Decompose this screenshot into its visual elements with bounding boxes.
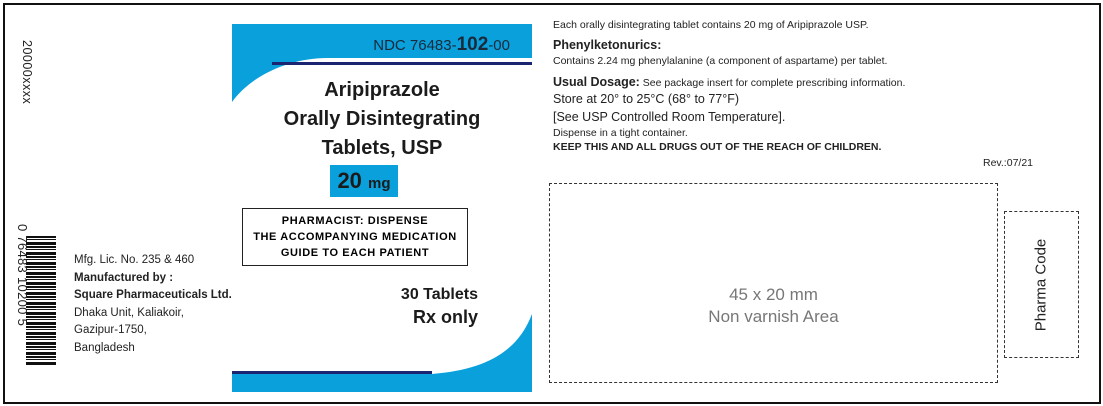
address-line: Gazipur-1750,: [74, 324, 147, 336]
address-line: Bangladesh: [74, 341, 135, 354]
pku-heading: Phenylketonurics:: [553, 38, 662, 52]
product-info: Each orally disintegrating tablet contai…: [553, 18, 1053, 154]
manufacturer-name: Square Pharmaceuticals Ltd.: [74, 289, 232, 301]
panel-decoration: [232, 24, 532, 392]
dosage-text: See package insert for complete prescrib…: [639, 77, 906, 89]
pharma-code-area: Pharma Code: [1004, 211, 1079, 358]
lot-code: 20000xxxx: [20, 40, 34, 105]
manufacturer-info: Mfg. Lic. No. 235 & 460 Manufactured by …: [74, 252, 232, 357]
address-line: Dhaka Unit, Kaliakoir,: [74, 306, 184, 319]
barcode: [26, 236, 56, 366]
ndc-number: NDC 76483-102-00: [373, 34, 510, 55]
warning: KEEP THIS AND ALL DRUGS OUT OF THE REACH…: [553, 141, 882, 153]
pharmacist-note: PHARMACIST: DISPENSE THE ACCOMPANYING ME…: [242, 208, 468, 266]
pku-text: Contains 2.24 mg phenylalanine (a compon…: [553, 55, 888, 67]
manufactured-by-label: Manufactured by :: [74, 271, 174, 284]
license: Mfg. Lic. No. 235 & 460: [74, 254, 195, 266]
strength-badge: 20 mg: [330, 165, 398, 197]
product-title: Aripiprazole Orally Disintegrating Table…: [283, 79, 481, 159]
front-panel: NDC 76483-102-00 Aripiprazole Orally Dis…: [232, 24, 532, 392]
dispense-note: Dispense in a tight container.: [553, 127, 688, 139]
storage-reference: [See USP Controlled Room Temperature].: [553, 110, 786, 124]
label-border: [3, 3, 1101, 404]
rx-only: Rx only: [412, 307, 478, 327]
non-varnish-area: 45 x 20 mm Non varnish Area: [549, 183, 998, 383]
storage: Store at 20° to 25°C (68° to 77°F): [553, 92, 740, 106]
package-count: 30 Tablets Rx only: [400, 286, 478, 327]
dosage-heading: Usual Dosage:: [553, 75, 640, 89]
revision: Rev.:07/21: [983, 157, 1034, 169]
barcode-digits: 0 76483 10200 5: [15, 224, 30, 327]
composition: Each orally disintegrating tablet contai…: [553, 19, 869, 31]
